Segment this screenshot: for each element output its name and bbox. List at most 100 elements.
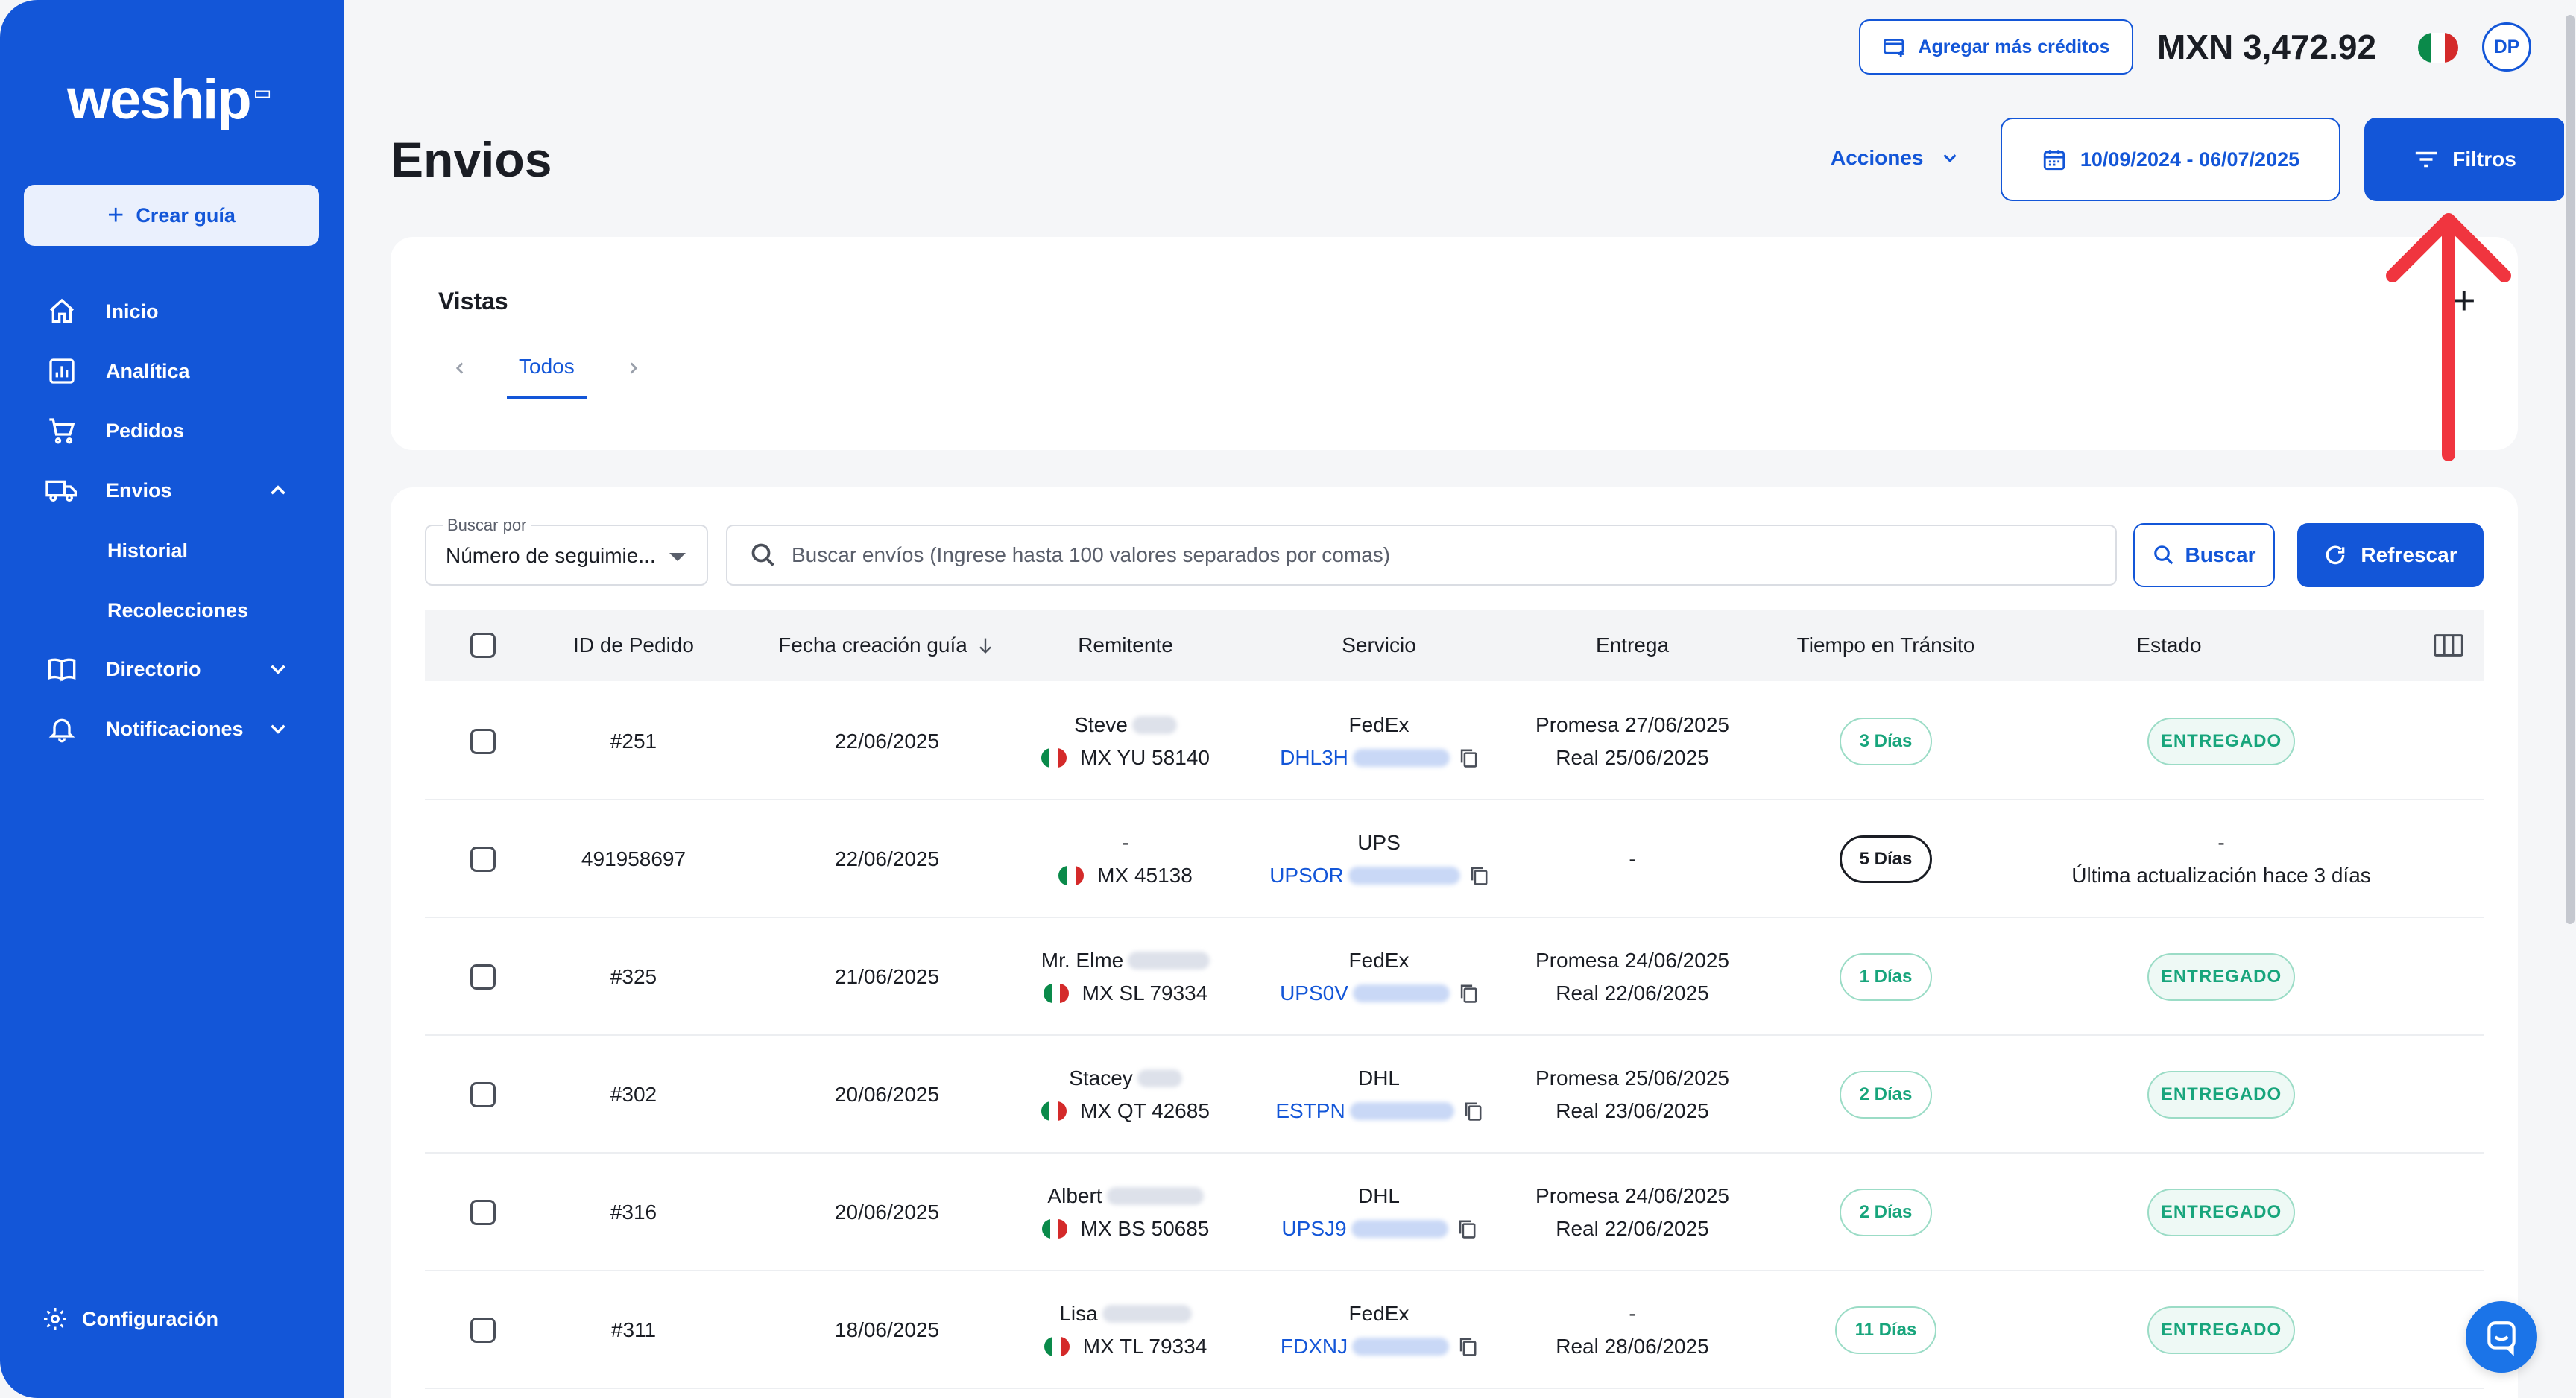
chevron-right-icon[interactable]: [624, 358, 643, 378]
order-id[interactable]: #316: [610, 1201, 657, 1224]
copy-icon[interactable]: [1459, 747, 1478, 768]
filters-button[interactable]: Filtros: [2364, 118, 2566, 201]
sidebar-item-pedidos[interactable]: Pedidos: [45, 408, 184, 453]
tracking-link[interactable]: UPS0V: [1280, 981, 1348, 1005]
create-guide-button[interactable]: + Crear guía: [24, 185, 319, 246]
add-view-icon[interactable]: +: [2452, 278, 2476, 323]
col-order-id[interactable]: ID de Pedido: [573, 633, 694, 657]
sidebar-item-historial[interactable]: Historial: [107, 540, 189, 562]
table-row[interactable]: 491958697 22/06/2025 - MX 45138 UPS UPSO…: [425, 800, 2484, 918]
sidebar-item-label: Envios: [106, 478, 172, 502]
copy-icon[interactable]: [1463, 1101, 1483, 1122]
actions-dropdown[interactable]: Acciones: [1831, 146, 1961, 170]
sidebar-item-inicio[interactable]: Inicio: [45, 289, 159, 334]
copy-icon[interactable]: [1457, 1218, 1477, 1239]
row-checkbox[interactable]: [470, 964, 496, 990]
col-created-date[interactable]: Fecha creación guía: [753, 610, 1021, 681]
add-credits-button[interactable]: Agregar más créditos: [1859, 19, 2133, 75]
tracking-link[interactable]: UPSJ9: [1281, 1217, 1347, 1240]
credit-card-icon: [1882, 36, 1907, 58]
settings-link[interactable]: Configuración: [42, 1306, 218, 1332]
mexico-flag-icon: [1041, 1219, 1067, 1239]
sidebar-item-recolecciones[interactable]: Recolecciones: [107, 599, 249, 621]
col-service[interactable]: Servicio: [1342, 633, 1416, 657]
transit-cell: 11 Días: [1767, 1271, 2005, 1389]
sidebar-item-directorio[interactable]: Directorio: [45, 647, 201, 692]
table-row[interactable]: #316 20/06/2025 Albert MX BS 50685 DHL U…: [425, 1154, 2484, 1271]
order-id[interactable]: #325: [610, 965, 657, 988]
copy-icon[interactable]: [1458, 1336, 1477, 1357]
col-transit-time[interactable]: Tiempo en Tránsito: [1796, 633, 1975, 657]
sender-cell: Albert MX BS 50685: [1029, 1154, 1222, 1271]
order-id[interactable]: #302: [610, 1083, 657, 1106]
carrier-name: FedEx: [1348, 1302, 1409, 1325]
row-checkbox[interactable]: [470, 1082, 496, 1107]
sender-location: MX TL 79334: [1082, 1335, 1208, 1358]
sidebar-item-notificaciones[interactable]: Notificaciones: [45, 706, 244, 751]
search-field[interactable]: [726, 525, 2117, 586]
delivery-promise: Promesa 24/06/2025: [1535, 949, 1729, 972]
sender-cell: Mr. Elme MX SL 79334: [1029, 918, 1222, 1036]
delivery-promise: -: [1629, 1302, 1636, 1325]
chat-icon[interactable]: [2466, 1301, 2537, 1373]
select-all-checkbox[interactable]: [461, 610, 505, 681]
redacted-text: [1137, 1069, 1182, 1087]
add-credits-label: Agregar más créditos: [1918, 36, 2110, 57]
search-button[interactable]: Buscar: [2133, 523, 2275, 587]
status-cell: - Última actualización hace 3 días: [2057, 800, 2385, 918]
sidebar-item-envios[interactable]: Envios: [45, 468, 172, 513]
row-checkbox[interactable]: [470, 847, 496, 872]
date-range-picker[interactable]: 10/09/2024 - 06/07/2025: [2001, 118, 2340, 201]
mexico-flag-icon[interactable]: [2418, 33, 2458, 63]
refresh-button-label: Refrescar: [2361, 543, 2457, 566]
tracking-link[interactable]: UPSOR: [1269, 864, 1344, 887]
transit-cell: 2 Días: [1767, 1036, 2005, 1154]
weship-logo[interactable]: weship ▭: [67, 68, 271, 131]
row-checkbox[interactable]: [470, 1318, 496, 1343]
filters-label: Filtros: [2452, 148, 2516, 171]
created-date: 20/06/2025: [834, 1083, 940, 1106]
columns-icon[interactable]: [2430, 610, 2467, 681]
search-input[interactable]: [792, 543, 2059, 567]
delivery-real: Real 25/06/2025: [1556, 746, 1709, 769]
row-checkbox[interactable]: [470, 1200, 496, 1225]
col-sender[interactable]: Remitente: [1078, 633, 1173, 657]
mexico-flag-icon: [1044, 1337, 1070, 1356]
tab-todos[interactable]: Todos: [507, 355, 587, 399]
tracking-link[interactable]: DHL3H: [1280, 746, 1348, 769]
scrollbar-thumb[interactable]: [2566, 15, 2575, 924]
chevron-left-icon[interactable]: [450, 358, 470, 378]
sidebar-item-analitica[interactable]: Analítica: [45, 349, 190, 393]
search-by-select[interactable]: Buscar por Número de seguimie...: [425, 516, 708, 586]
chevron-down-icon[interactable]: [265, 657, 291, 682]
tracking-link[interactable]: FDXNJ: [1280, 1335, 1348, 1358]
refresh-button[interactable]: Refrescar: [2297, 523, 2484, 587]
row-checkbox[interactable]: [470, 729, 496, 754]
col-delivery[interactable]: Entrega: [1595, 633, 1670, 657]
col-status[interactable]: Estado: [2136, 633, 2202, 657]
copy-icon[interactable]: [1469, 865, 1489, 886]
sender-location: MX BS 50685: [1080, 1217, 1210, 1240]
carrier-name: FedEx: [1348, 949, 1409, 972]
avatar[interactable]: DP: [2482, 22, 2531, 72]
views-tabs: Todos: [450, 346, 643, 399]
search-by-label: Buscar por: [443, 516, 531, 535]
col-created-date-label: Fecha creación guía: [778, 633, 967, 657]
gear-icon: [42, 1306, 69, 1332]
created-date: 22/06/2025: [834, 730, 940, 753]
copy-icon[interactable]: [1459, 983, 1478, 1004]
chevron-down-icon[interactable]: [265, 716, 291, 741]
order-id[interactable]: #311: [610, 1318, 657, 1341]
plus-icon: +: [107, 200, 124, 231]
sender-location: MX QT 42685: [1080, 1099, 1210, 1122]
table-row[interactable]: #311 18/06/2025 Lisa MX TL 79334 FedEx F…: [425, 1271, 2484, 1389]
order-id[interactable]: #251: [610, 730, 657, 753]
table-row[interactable]: #325 21/06/2025 Mr. Elme MX SL 79334 Fed…: [425, 918, 2484, 1036]
table-row[interactable]: #251 22/06/2025 Steve MX YU 58140 FedEx …: [425, 683, 2484, 800]
delivery-cell: Promesa 24/06/2025 Real 22/06/2025: [1513, 1154, 1752, 1271]
search-icon: [750, 542, 777, 569]
order-id[interactable]: 491958697: [581, 847, 686, 870]
chevron-up-icon[interactable]: [265, 478, 291, 503]
tracking-link[interactable]: ESTPN: [1275, 1099, 1345, 1122]
table-row[interactable]: #302 20/06/2025 Stacey MX QT 42685 DHL E…: [425, 1036, 2484, 1154]
